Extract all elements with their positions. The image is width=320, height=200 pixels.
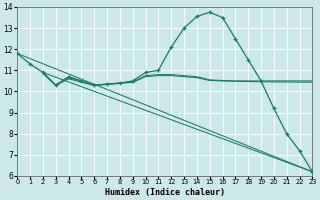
X-axis label: Humidex (Indice chaleur): Humidex (Indice chaleur): [105, 188, 225, 197]
